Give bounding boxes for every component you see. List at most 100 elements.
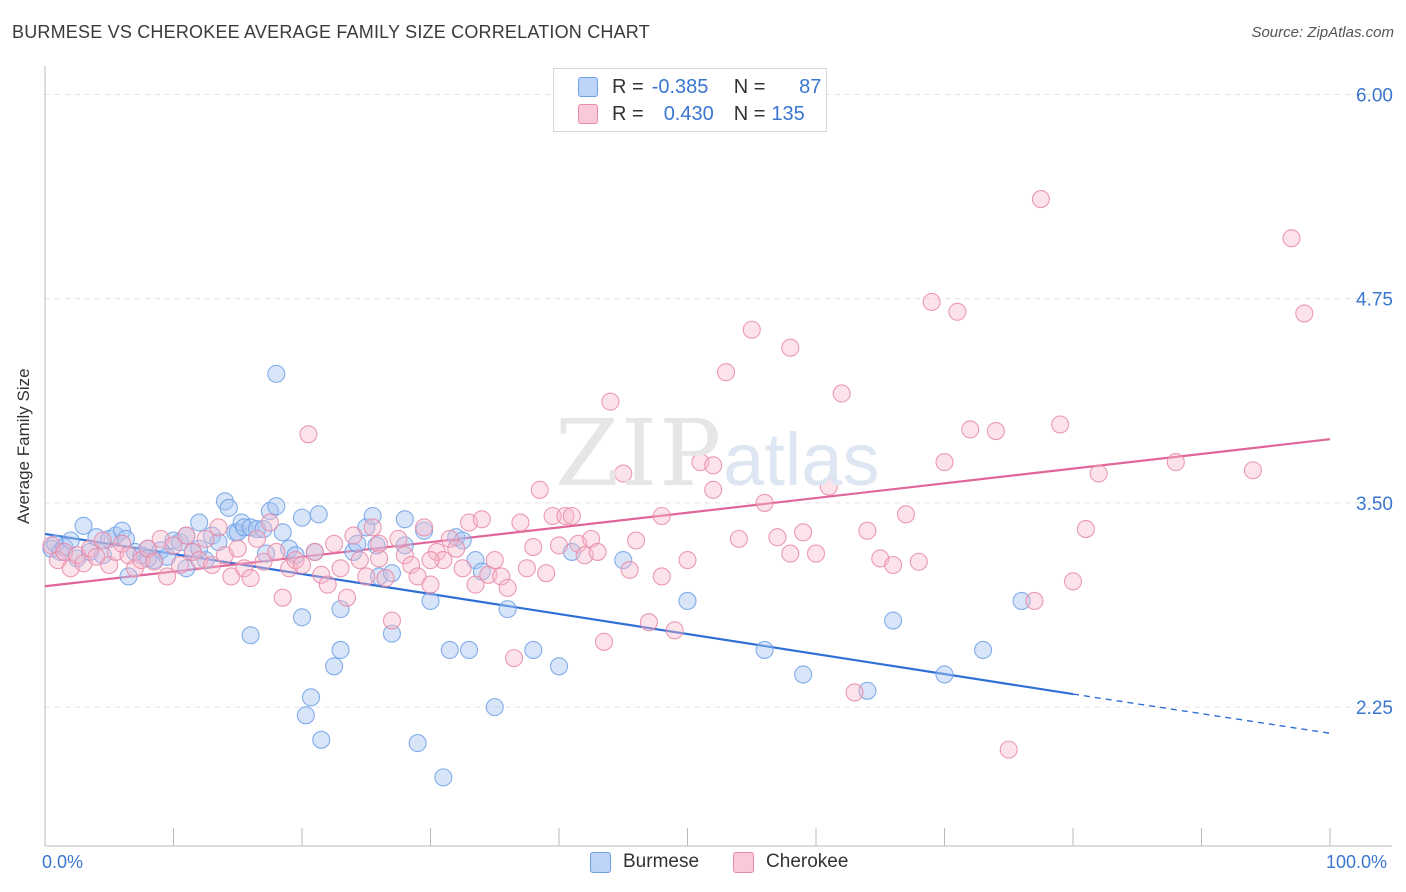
y-tick-labels: 2.25 3.50 4.75 6.00 [1356, 86, 1393, 720]
burmese-point [549, 657, 569, 676]
cherokee-point [896, 505, 916, 524]
cherokee-point [196, 529, 215, 548]
cherokee-point [909, 552, 928, 571]
burmese-point [273, 523, 292, 542]
cherokee-point [395, 546, 414, 565]
cherokee-point [511, 513, 530, 532]
burmese-point [74, 516, 93, 535]
cherokee-point [363, 518, 382, 537]
cherokee-point [318, 575, 337, 594]
correlation-legend: R = -0.385 N = 87 R = 0.430 N = 135 [553, 68, 827, 132]
burmese-point [312, 730, 331, 749]
burmese-point [331, 600, 350, 619]
burmese-point [459, 640, 479, 660]
y-tick-label: 4.75 [1356, 290, 1393, 311]
cherokee-point [87, 547, 106, 566]
cherokee-point [299, 425, 318, 444]
cherokee-point [408, 567, 427, 586]
chart-title: BURMESE VS CHEROKEE AVERAGE FAMILY SIZE … [12, 22, 650, 42]
burmese-point [331, 640, 350, 660]
cherokee-point [325, 534, 344, 553]
burmese-point [524, 640, 543, 660]
burmese-point [678, 591, 697, 610]
n-value: 135 [771, 102, 805, 125]
cherokee-point [447, 539, 466, 558]
r-value: 0.430 [663, 102, 714, 125]
cherokee-point [742, 320, 761, 339]
cherokee-point [402, 555, 421, 575]
cherokee-point [158, 567, 177, 586]
cherokee-point [858, 521, 877, 540]
cherokee-point [145, 552, 164, 571]
burmese-point [421, 591, 440, 610]
cherokee-point [556, 506, 575, 526]
y-tick-label: 6.00 [1356, 86, 1393, 107]
cherokee-point [794, 523, 813, 542]
cherokee-point [498, 578, 517, 597]
cherokee-trend-line [44, 438, 1331, 588]
cherokee-point [961, 420, 980, 439]
burmese-point [190, 513, 209, 532]
burmese-point [794, 665, 813, 684]
legend-cherokee-label: Cherokee [766, 851, 849, 872]
cherokee-point [639, 613, 659, 632]
burmese-point [286, 546, 305, 565]
cherokee-point [382, 611, 402, 630]
burmese-swatch [578, 77, 598, 97]
burmese-point [973, 640, 993, 660]
x-tick-label-right: 100.0% [1326, 852, 1388, 872]
cherokee-point [350, 551, 369, 570]
cherokee-point [421, 551, 440, 570]
cherokee-point [466, 575, 485, 594]
burmese-point [755, 640, 774, 660]
cherokee-point [331, 559, 350, 578]
cherokee-point [177, 526, 196, 545]
cherokee-point [652, 506, 671, 526]
y-axis-label: Average Family Size [14, 368, 33, 524]
watermark: ZIPatlas [555, 400, 880, 507]
cherokee-point [273, 588, 292, 607]
cherokee-point [453, 559, 472, 578]
cherokee-point [228, 539, 247, 558]
cherokee-point [113, 534, 132, 553]
cherokee-point [781, 338, 800, 357]
r-label: R = [612, 102, 644, 125]
cherokee-point [1166, 453, 1185, 472]
cherokee-point [1051, 415, 1070, 434]
burmese-point [408, 734, 427, 753]
x-tick-label-left: 0.0% [42, 852, 84, 872]
burmese-point [232, 513, 251, 532]
cherokee-point [627, 531, 646, 550]
burmese-point [219, 498, 238, 517]
cherokee-point [260, 513, 279, 532]
cherokee-point [755, 493, 774, 512]
legend-row-burmese: R = -0.385 N = 87 [578, 74, 821, 100]
cherokee-point [845, 683, 864, 702]
cherokee-point [485, 551, 504, 570]
cherokee-point [254, 552, 273, 571]
cherokee-point [1282, 229, 1301, 248]
cherokee-point [562, 506, 581, 526]
cherokee-point [440, 529, 459, 548]
cherokee-point [704, 480, 723, 499]
cherokee-point [492, 567, 511, 586]
cherokee-point [549, 536, 569, 555]
r-value: -0.385 [651, 75, 709, 98]
cherokee-point [370, 534, 389, 553]
burmese-point [267, 364, 286, 383]
series-legend: Burmese Cherokee [590, 851, 848, 873]
cherokee-point [530, 480, 549, 499]
burmese-point [614, 551, 633, 570]
cherokee-point [170, 555, 189, 575]
cherokee-point [164, 536, 183, 555]
y-tick-label: 3.50 [1356, 494, 1393, 515]
burmese-point [254, 520, 273, 539]
source-label: Source: ZipAtlas.com [1251, 24, 1394, 41]
cherokee-point [100, 555, 119, 575]
cherokee-point [1025, 591, 1044, 610]
axes [44, 66, 1392, 847]
y-tick-label: 2.25 [1356, 698, 1393, 719]
burmese-point [434, 768, 453, 787]
cherokee-point [884, 555, 903, 575]
